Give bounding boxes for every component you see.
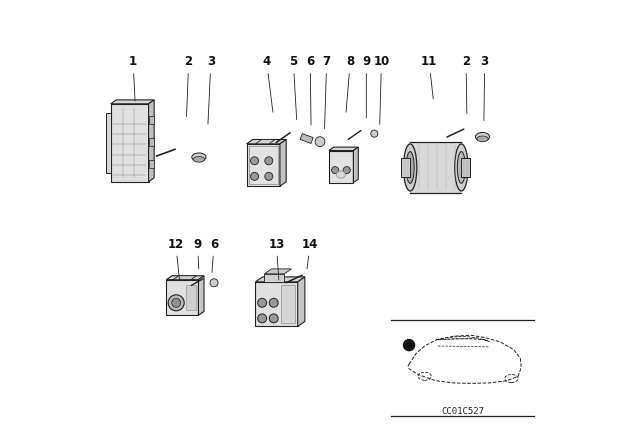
Bar (300, 134, 313, 143)
Polygon shape (461, 158, 470, 177)
Text: 13: 13 (268, 237, 285, 280)
Bar (148, 116, 154, 124)
Bar (186, 285, 196, 310)
Polygon shape (255, 277, 305, 282)
Ellipse shape (403, 144, 417, 191)
Circle shape (250, 157, 259, 165)
Text: 8: 8 (346, 55, 355, 112)
Circle shape (258, 314, 267, 323)
Circle shape (315, 137, 325, 146)
Polygon shape (255, 139, 275, 144)
Text: 12: 12 (168, 237, 184, 280)
Circle shape (250, 172, 259, 181)
Bar (410, 142, 461, 193)
Text: 2: 2 (184, 55, 193, 116)
Ellipse shape (458, 151, 465, 183)
Ellipse shape (454, 144, 468, 191)
Polygon shape (166, 280, 198, 315)
Text: 10: 10 (373, 55, 390, 124)
Text: 3: 3 (481, 55, 489, 121)
Ellipse shape (192, 153, 206, 161)
Polygon shape (173, 276, 196, 280)
Polygon shape (264, 269, 291, 274)
Circle shape (343, 167, 350, 174)
Polygon shape (166, 276, 204, 280)
Ellipse shape (477, 136, 488, 142)
Text: 6: 6 (306, 55, 314, 125)
Bar (281, 285, 294, 323)
Text: 9: 9 (193, 237, 202, 269)
Circle shape (265, 157, 273, 165)
Polygon shape (148, 100, 154, 182)
Text: 11: 11 (421, 55, 437, 99)
Circle shape (168, 295, 184, 311)
Circle shape (403, 339, 415, 351)
Polygon shape (111, 104, 148, 182)
Polygon shape (401, 158, 410, 177)
Ellipse shape (193, 156, 205, 162)
Polygon shape (298, 277, 305, 327)
Polygon shape (264, 274, 284, 282)
Polygon shape (106, 113, 111, 173)
Circle shape (265, 172, 273, 181)
Circle shape (269, 298, 278, 307)
Circle shape (371, 130, 378, 137)
Text: 3: 3 (207, 55, 215, 124)
Text: 7: 7 (323, 55, 331, 129)
Polygon shape (198, 276, 204, 315)
Bar (148, 138, 154, 146)
Text: 5: 5 (289, 55, 298, 120)
Bar (148, 160, 154, 168)
Polygon shape (111, 100, 154, 104)
Polygon shape (329, 147, 358, 151)
Ellipse shape (406, 151, 414, 183)
Polygon shape (255, 282, 298, 327)
Text: 9: 9 (362, 55, 371, 118)
Polygon shape (353, 147, 358, 183)
Bar (249, 146, 278, 184)
Circle shape (172, 298, 180, 307)
Polygon shape (329, 151, 353, 183)
Circle shape (269, 314, 278, 323)
Text: 4: 4 (262, 55, 273, 112)
Ellipse shape (476, 133, 490, 141)
Text: 1: 1 (129, 55, 137, 101)
Ellipse shape (337, 171, 346, 178)
Circle shape (332, 167, 339, 174)
Polygon shape (280, 139, 286, 186)
Circle shape (210, 279, 218, 287)
Polygon shape (246, 139, 286, 144)
Circle shape (258, 298, 267, 307)
Text: CC01C527: CC01C527 (442, 407, 485, 416)
Text: 2: 2 (462, 55, 470, 113)
Text: 6: 6 (210, 237, 218, 272)
Polygon shape (246, 144, 280, 186)
Text: 14: 14 (302, 237, 318, 269)
